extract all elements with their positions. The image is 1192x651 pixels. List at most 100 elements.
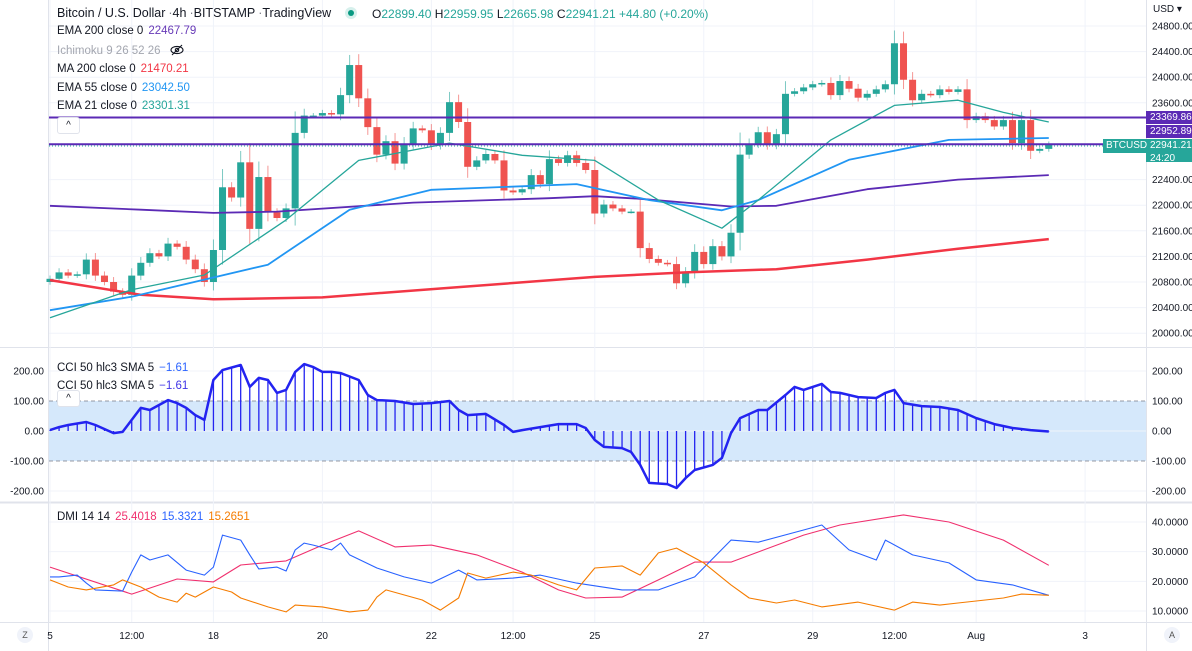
candle-down	[264, 177, 272, 213]
symbol-title[interactable]: Bitcoin / U.S. Dollar ·4h ·BITSTAMP ·Tradin…	[57, 6, 332, 20]
candle-down	[391, 141, 399, 164]
candle-up	[1045, 144, 1053, 149]
candle-down	[663, 262, 671, 265]
price-tick-label: 21200.00	[1152, 252, 1192, 263]
candle-up	[682, 272, 690, 284]
dmi-tick-label: 10.0000	[1152, 607, 1189, 618]
time-label: 5	[47, 631, 53, 642]
candle-up	[518, 189, 526, 193]
time-label: 3	[1082, 631, 1088, 642]
candle-up	[300, 115, 308, 133]
interval: 4h	[172, 6, 187, 20]
line-ema55	[49, 137, 1049, 312]
legend-ema21[interactable]: EMA 21 close 0 23301.31	[57, 100, 190, 112]
candle-up	[736, 154, 744, 233]
collapse-legend-button[interactable]: ^	[57, 117, 80, 134]
eye-crossed-icon[interactable]	[170, 44, 184, 56]
price-tick-label: 20000.00	[1152, 329, 1192, 340]
level-label-2: 22952.89	[1146, 125, 1192, 138]
candle-down	[609, 204, 617, 209]
candle-up	[382, 141, 390, 155]
candle-down	[64, 272, 72, 276]
cci-tick-label: -100.00	[1152, 457, 1186, 468]
candle-up	[337, 95, 345, 115]
candle-down	[636, 211, 644, 249]
currency-selector[interactable]: USD ▾	[1153, 4, 1182, 15]
legend-dmi[interactable]: DMI 14 14 25.4018 15.3321 15.2651	[57, 511, 250, 523]
legend-cci-2[interactable]: CCI 50 hlc3 SMA 5 −1.61	[57, 380, 189, 392]
candle-down	[373, 127, 381, 155]
candle-up	[600, 204, 608, 214]
candle-up	[872, 89, 880, 94]
time-label: 18	[208, 631, 220, 642]
candle-up	[627, 211, 635, 214]
candle-up	[863, 93, 871, 98]
candle-up	[809, 84, 817, 88]
cci-left-tick-label: -100.00	[10, 457, 44, 468]
legend-ichimoku[interactable]: Ichimoku 9 26 52 26	[57, 44, 184, 57]
candle-down	[191, 259, 199, 270]
candle-up	[146, 253, 154, 263]
candle-up	[164, 243, 172, 257]
auto-scale-button[interactable]: A	[1164, 627, 1180, 643]
time-label: 29	[807, 631, 819, 642]
time-label: 12:00	[882, 631, 907, 642]
candle-down	[1027, 120, 1035, 151]
candle-down	[182, 246, 190, 260]
candle-down	[364, 98, 372, 128]
candle-down	[718, 246, 726, 257]
cci-left-tick-label: -200.00	[10, 487, 44, 498]
collapse-cci-legend-button[interactable]: ^	[57, 390, 80, 407]
candle-up	[791, 91, 799, 94]
dmi-tick-label: 30.0000	[1152, 547, 1189, 558]
timezone-button[interactable]: Z	[17, 627, 33, 643]
candle-up	[999, 120, 1007, 127]
price-tick-label: 22000.00	[1152, 201, 1192, 212]
candle-down	[963, 89, 971, 121]
source: TradingView	[262, 6, 332, 20]
candle-up	[309, 115, 317, 118]
candle-up	[473, 160, 481, 167]
price-change: +44.80 (+0.20%)	[619, 7, 709, 21]
time-label: 25	[589, 631, 601, 642]
level-label-1: 23369.86	[1146, 111, 1192, 124]
candle-up	[255, 177, 263, 229]
legend-ema55[interactable]: EMA 55 close 0 23042.50	[57, 82, 190, 94]
candle-up	[936, 89, 944, 96]
candle-down	[927, 93, 935, 96]
candle-down	[418, 128, 426, 131]
candle-down	[990, 120, 998, 127]
symbol-name: Bitcoin / U.S. Dollar	[57, 6, 166, 20]
time-label: 12:00	[501, 631, 526, 642]
candle-down	[945, 89, 953, 92]
candle-up	[800, 87, 808, 92]
legend-ema200[interactable]: EMA 200 close 0 22467.79	[57, 25, 197, 37]
candle-up	[727, 232, 735, 257]
last-price-label: 22941.21 24:20	[1146, 139, 1192, 164]
price-tick-label: 21600.00	[1152, 226, 1192, 237]
candle-down	[228, 187, 236, 198]
cci-line	[49, 362, 1049, 490]
time-label: 22	[426, 631, 438, 642]
candle-up	[237, 162, 245, 198]
line-ma200	[49, 237, 1049, 301]
cci-tick-label: 200.00	[1152, 367, 1183, 378]
legend-ma200[interactable]: MA 200 close 0 21470.21	[57, 63, 189, 75]
candle-down	[536, 175, 544, 185]
candle-up	[400, 144, 408, 164]
candle-down	[700, 251, 708, 265]
line-ema200	[49, 174, 1049, 214]
price-tick-label: 20800.00	[1152, 278, 1192, 289]
dmi-line-di	[50, 524, 1049, 596]
candle-up	[754, 132, 762, 144]
candle-up	[836, 81, 844, 96]
cci-tick-label: -200.00	[1152, 487, 1186, 498]
candle-up	[772, 134, 780, 146]
time-label: 27	[698, 631, 710, 642]
legend-cci-1[interactable]: CCI 50 hlc3 SMA 5 −1.61	[57, 362, 189, 374]
dmi-tick-label: 40.0000	[1152, 518, 1189, 529]
price-tick-label: 24000.00	[1152, 73, 1192, 84]
symbol-price-tag: BTCUSD	[1103, 139, 1151, 153]
candle-down	[1008, 120, 1016, 144]
